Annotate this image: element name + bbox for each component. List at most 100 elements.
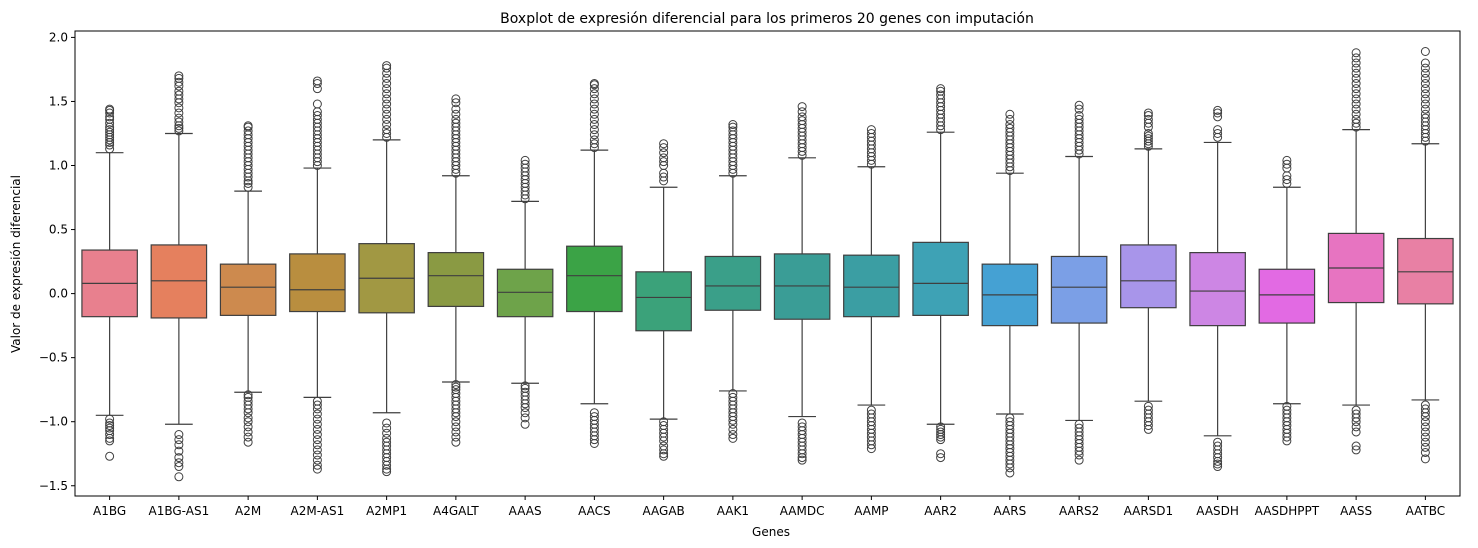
x-tick-label: AASDHPPT — [1255, 504, 1320, 518]
outlier-point — [1420, 73, 1430, 83]
outlier-point — [589, 130, 599, 140]
outlier-point — [243, 427, 253, 437]
outlier-point — [312, 79, 322, 89]
y-tick-label: 2.0 — [49, 30, 68, 44]
y-tick-label: −1.5 — [39, 479, 68, 493]
outlier-point — [312, 400, 322, 410]
outlier-point — [797, 455, 807, 465]
outlier-point — [866, 440, 876, 450]
outlier-point — [1213, 105, 1223, 115]
outlier-point — [1213, 125, 1223, 135]
outlier-point — [589, 109, 599, 119]
outlier-point — [1351, 63, 1361, 73]
outlier-point — [1351, 118, 1361, 128]
outlier-point — [174, 458, 184, 468]
outlier-point — [312, 424, 322, 434]
outlier-point — [382, 428, 392, 438]
outlier-point — [1143, 111, 1153, 121]
outlier-point — [1005, 468, 1015, 478]
outlier-point — [520, 408, 530, 418]
outlier-point — [1420, 442, 1430, 452]
outlier-point — [382, 109, 392, 119]
outlier-point — [312, 409, 322, 419]
outlier-point — [728, 430, 738, 440]
outlier-point — [936, 435, 946, 445]
outlier-point — [1420, 84, 1430, 94]
box-group-aasdh — [1189, 105, 1246, 472]
outlier-point — [174, 71, 184, 81]
outlier-point — [1351, 84, 1361, 94]
x-tick-label: AAMP — [854, 504, 888, 518]
outlier-point — [1420, 99, 1430, 109]
outlier-point — [1420, 94, 1430, 104]
x-tick-label: AARS — [994, 504, 1027, 518]
outlier-point — [589, 94, 599, 104]
outlier-point — [797, 453, 807, 463]
outlier-point — [243, 422, 253, 432]
outlier-point — [1143, 128, 1153, 138]
y-tick-label: 0.5 — [49, 223, 68, 237]
outlier-point — [174, 446, 184, 456]
y-tick-label: −1.0 — [39, 415, 68, 429]
box-iqr — [1258, 268, 1316, 324]
outlier-point — [1351, 58, 1361, 68]
outlier-point — [1420, 79, 1430, 89]
outlier-point — [1351, 53, 1361, 63]
outlier-point — [105, 433, 115, 443]
outlier-point — [797, 449, 807, 459]
box-group-aasdhppt — [1258, 155, 1316, 446]
outlier-point — [1351, 109, 1361, 119]
outlier-point — [451, 437, 461, 447]
outlier-point — [1143, 421, 1153, 431]
outlier-point — [174, 123, 184, 133]
outlier-point — [382, 125, 392, 135]
outlier-point — [659, 157, 669, 167]
outlier-point — [936, 430, 946, 440]
box-group-aacs — [566, 79, 623, 448]
outlier-point — [936, 86, 946, 96]
outlier-point — [243, 178, 253, 188]
outlier-point — [1351, 445, 1361, 455]
outlier-point — [312, 414, 322, 424]
outlier-point — [451, 114, 461, 124]
outlier-point — [105, 104, 115, 114]
box-iqr — [1120, 244, 1177, 309]
outlier-point — [1420, 104, 1430, 114]
outlier-point — [451, 109, 461, 119]
outlier-point — [520, 399, 530, 409]
outlier-point — [382, 120, 392, 130]
outlier-point — [1351, 441, 1361, 451]
x-tick-label: AAAS — [509, 504, 542, 518]
x-tick-label: A1BG — [93, 504, 126, 518]
box-group-a2mp1 — [358, 61, 415, 477]
outlier-point — [451, 380, 461, 390]
outlier-point — [382, 84, 392, 94]
outlier-point — [728, 120, 738, 130]
outlier-point — [589, 114, 599, 124]
outlier-point — [451, 118, 461, 128]
box-group-a1bg-as1 — [150, 71, 208, 482]
outlier-point — [174, 453, 184, 463]
outlier-point — [1143, 114, 1153, 124]
outlier-point — [1074, 111, 1084, 121]
outlier-point — [659, 153, 669, 163]
outlier-point — [451, 382, 461, 392]
y-tick-label: −0.5 — [39, 351, 68, 365]
box-group-aamp — [843, 125, 900, 454]
outlier-point — [589, 139, 599, 149]
outlier-point — [312, 445, 322, 455]
outlier-point — [312, 430, 322, 440]
outlier-point — [174, 108, 184, 118]
outlier-point — [1351, 114, 1361, 124]
outlier-point — [105, 108, 115, 118]
outlier-point — [1213, 453, 1223, 463]
outlier-point — [797, 112, 807, 122]
outlier-point — [174, 435, 184, 445]
box-iqr — [427, 252, 485, 308]
outlier-point — [243, 126, 253, 136]
outlier-point — [1005, 114, 1015, 124]
outlier-point — [1351, 104, 1361, 114]
box-iqr — [1050, 255, 1108, 324]
outlier-point — [312, 76, 322, 86]
